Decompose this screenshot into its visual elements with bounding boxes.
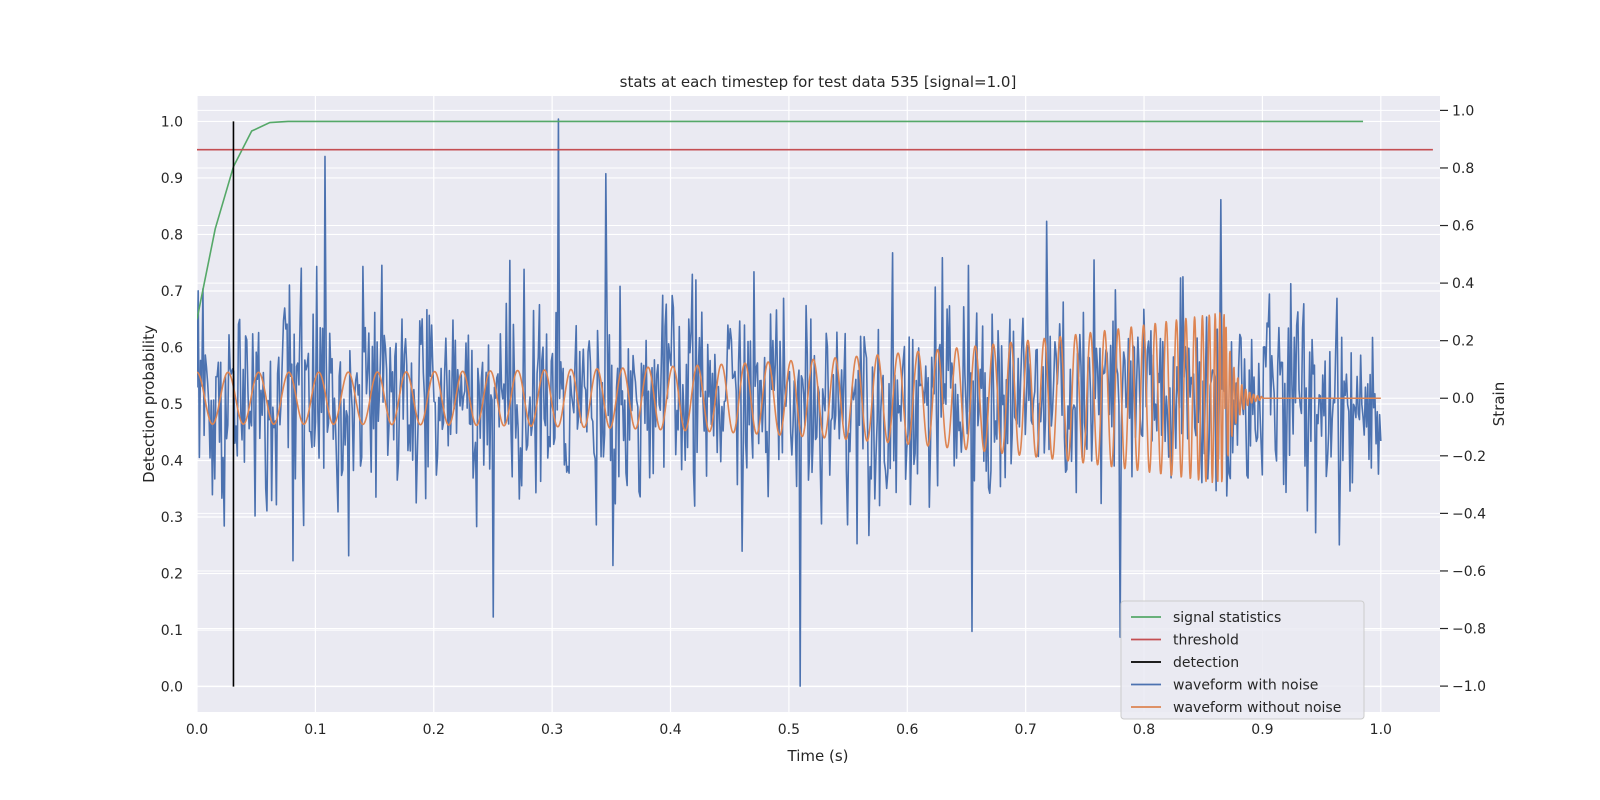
y-tick-label-left: 0.3 <box>161 510 183 526</box>
y-tick-label-right: 1.0 <box>1452 103 1474 119</box>
y-tick-label-right: −0.6 <box>1452 564 1486 580</box>
series-layer <box>197 118 1433 687</box>
y-tick-label-right: −1.0 <box>1452 679 1486 695</box>
y-tick-label-left: 0.1 <box>161 623 183 639</box>
y-tick-label-right: 0.4 <box>1452 276 1474 292</box>
y-tick-label-right: 0.8 <box>1452 161 1474 177</box>
y-axis-label-right: Strain <box>1490 382 1508 426</box>
legend-box <box>1120 600 1365 720</box>
x-tick-label: 0.8 <box>1133 722 1155 738</box>
legend-label: waveform without noise <box>1173 700 1341 716</box>
y-tick-label-left: 0.6 <box>161 340 183 356</box>
y-tick-label-left: 0.5 <box>161 397 183 413</box>
x-tick-label: 0.1 <box>304 722 326 738</box>
x-tick-label: 0.6 <box>896 722 918 738</box>
x-tick-label: 1.0 <box>1370 722 1392 738</box>
y-axis-label-left: Detection probability <box>140 325 158 483</box>
y-tick-label-left: 0.4 <box>161 454 183 470</box>
y-tick-label-right: −0.4 <box>1452 506 1486 522</box>
x-tick-label: 0.4 <box>659 722 681 738</box>
x-tick-label: 0.7 <box>1015 722 1037 738</box>
axes: 0.0 0.1 0.2 0.3 0.4 0.5 0.6 0.7 0.8 0.9 1.0 0.0 0.1 0… <box>161 103 1486 738</box>
x-axis-label: Time (s) <box>787 747 849 765</box>
y-tick-label-right: −0.2 <box>1452 449 1486 465</box>
series-waveform-without-noise <box>197 312 1382 484</box>
y-tick-label-right: 0.0 <box>1452 391 1474 407</box>
series-signal-statistics <box>197 120 1364 320</box>
chart-title: stats at each timestep for test data 535… <box>620 73 1017 91</box>
y-tick-label-right: −0.8 <box>1452 622 1486 638</box>
y-tick-label-left: 0.9 <box>161 171 183 187</box>
legend-label: threshold <box>1173 633 1239 649</box>
y-tick-label-left: 0.0 <box>161 680 183 696</box>
y-tick-label-left: 0.2 <box>161 567 183 583</box>
x-tick-label: 0.9 <box>1251 722 1273 738</box>
series-waveform-with-noise <box>197 118 1382 687</box>
y-tick-label-right: 0.2 <box>1452 334 1474 350</box>
y-tick-label-left: 0.7 <box>161 284 183 300</box>
legend-label: detection <box>1173 655 1239 671</box>
legend-label: waveform with noise <box>1173 678 1318 694</box>
legend: signal statistics threshold detection wavef… <box>1120 600 1365 720</box>
y-tick-label-left: 0.8 <box>161 227 183 243</box>
legend-label: signal statistics <box>1173 610 1281 626</box>
y-tick-label-left: 1.0 <box>161 114 183 130</box>
x-tick-label: 0.3 <box>541 722 563 738</box>
x-tick-label: 0.5 <box>778 722 800 738</box>
y-tick-label-right: 0.6 <box>1452 219 1474 235</box>
x-tick-label: 0.0 <box>186 722 208 738</box>
x-tick-label: 0.2 <box>423 722 445 738</box>
